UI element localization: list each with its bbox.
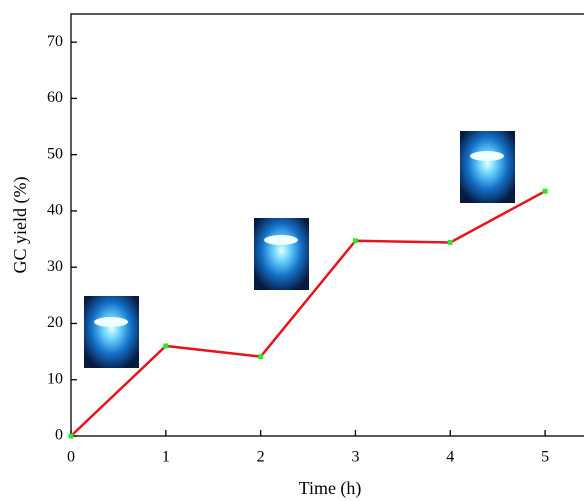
x-tick-label: 2 — [257, 449, 265, 466]
data-line — [70, 190, 546, 437]
y-tick-label: 0 — [55, 427, 63, 444]
data-point — [258, 354, 264, 360]
vial-photo — [84, 296, 139, 368]
plot-frame — [70, 13, 584, 437]
x-tick-label: 0 — [67, 449, 75, 466]
x-tick-label: 5 — [541, 449, 549, 466]
data-point — [542, 188, 548, 194]
data-point — [163, 343, 169, 349]
y-tick-label: 50 — [47, 145, 63, 162]
y-tick-label: 60 — [47, 89, 63, 106]
y-tick-label: 70 — [47, 33, 63, 50]
x-tick-label: 3 — [351, 449, 359, 466]
x-tick-label: 4 — [446, 449, 454, 466]
y-axis-title: GC yield (%) — [10, 177, 31, 274]
data-point — [68, 433, 74, 439]
x-tick-label: 1 — [162, 449, 170, 466]
data-point — [447, 239, 453, 245]
y-tick-label: 40 — [47, 202, 63, 219]
y-tick-label: 10 — [47, 370, 63, 387]
vial-photo — [460, 131, 515, 203]
y-tick-label: 30 — [47, 258, 63, 275]
vial-photo — [254, 218, 309, 290]
y-tick-label: 20 — [47, 314, 63, 331]
x-axis-title: Time (h) — [299, 478, 362, 499]
data-point — [352, 238, 358, 244]
